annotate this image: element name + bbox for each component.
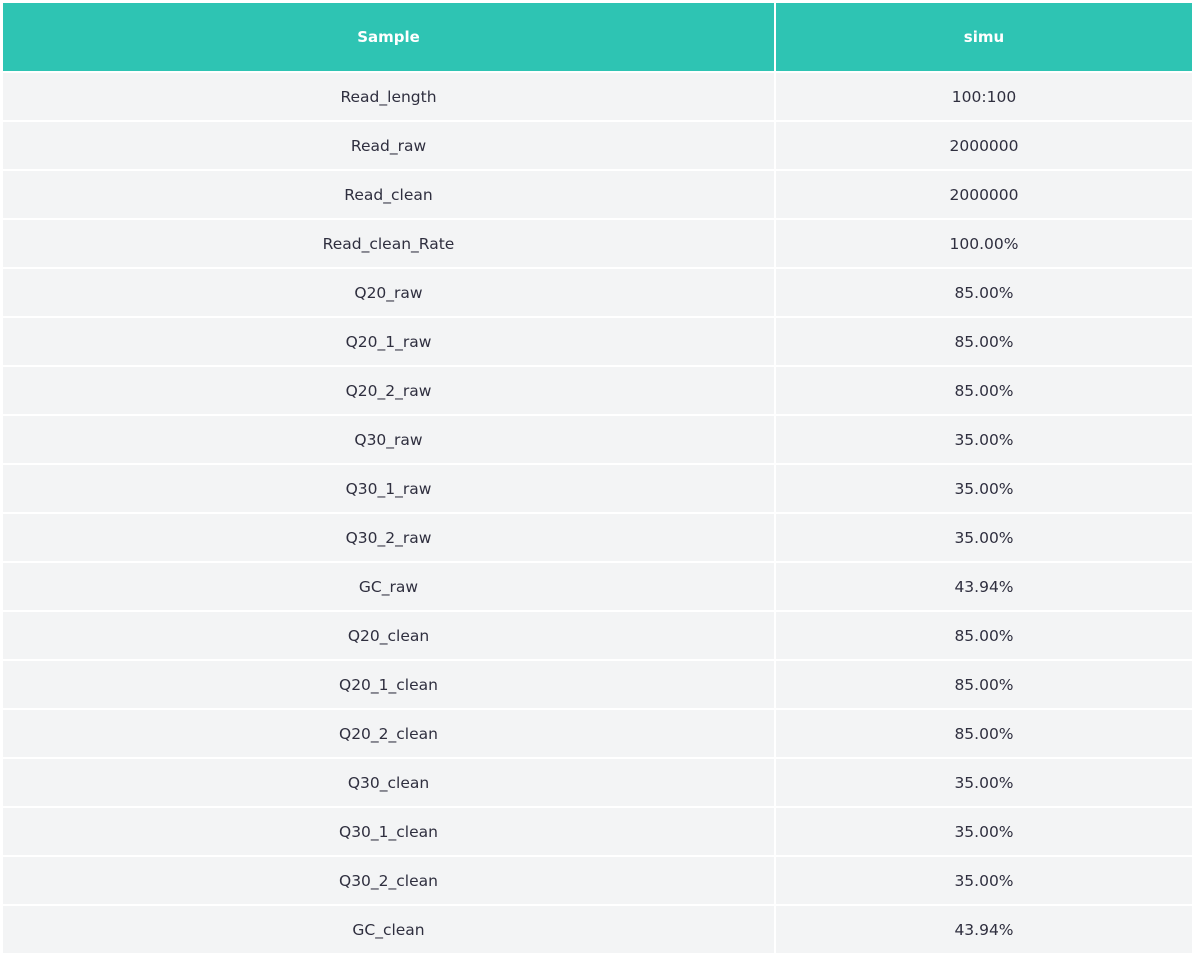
table-row: Q20_1_raw 85.00% <box>3 316 1192 366</box>
table-row: Read_raw 2000000 <box>3 120 1192 170</box>
column-header-simu[interactable]: simu <box>775 3 1192 72</box>
metric-value-cell: 43.94% <box>775 561 1192 611</box>
metric-value-cell: 100.00% <box>775 218 1192 268</box>
metric-name-cell: Q20_raw <box>3 267 776 317</box>
metric-name-cell: Read_clean <box>3 169 776 219</box>
metric-value-cell: 2000000 <box>775 169 1192 219</box>
table-row: GC_clean 43.94% <box>3 904 1192 953</box>
metric-name-cell: GC_clean <box>3 904 776 953</box>
table-row: GC_raw 43.94% <box>3 561 1192 611</box>
metric-value-cell: 85.00% <box>775 610 1192 660</box>
table-header: Sample simu <box>3 3 1192 72</box>
table-row: Q30_1_clean 35.00% <box>3 806 1192 856</box>
metric-name-cell: Q20_2_raw <box>3 365 776 415</box>
metric-name-cell: Read_length <box>3 71 776 121</box>
metric-value-cell: 85.00% <box>775 659 1192 709</box>
metric-value-cell: 85.00% <box>775 316 1192 366</box>
metric-value-cell: 35.00% <box>775 855 1192 905</box>
metric-name-cell: Q30_2_clean <box>3 855 776 905</box>
table-row: Q20_raw 85.00% <box>3 267 1192 317</box>
metric-name-cell: Read_clean_Rate <box>3 218 776 268</box>
stats-table-container: Sample simu Read_length 100:100 Read_raw 20… <box>3 3 1192 953</box>
table-row: Read_clean 2000000 <box>3 169 1192 219</box>
sample-stats-table: Sample simu Read_length 100:100 Read_raw 20… <box>3 3 1192 953</box>
table-row: Q30_2_raw 35.00% <box>3 512 1192 562</box>
metric-value-cell: 35.00% <box>775 463 1192 513</box>
metric-name-cell: Q30_2_raw <box>3 512 776 562</box>
metric-name-cell: Q20_1_raw <box>3 316 776 366</box>
table-row: Read_clean_Rate 100.00% <box>3 218 1192 268</box>
metric-value-cell: 100:100 <box>775 71 1192 121</box>
metric-value-cell: 35.00% <box>775 806 1192 856</box>
table-row: Q20_2_clean 85.00% <box>3 708 1192 758</box>
metric-name-cell: Q20_2_clean <box>3 708 776 758</box>
table-row: Q20_clean 85.00% <box>3 610 1192 660</box>
table-row: Read_length 100:100 <box>3 71 1192 121</box>
header-row: Sample simu <box>3 3 1192 72</box>
metric-value-cell: 85.00% <box>775 708 1192 758</box>
column-header-sample[interactable]: Sample <box>3 3 776 72</box>
table-row: Q30_clean 35.00% <box>3 757 1192 807</box>
table-row: Q30_2_clean 35.00% <box>3 855 1192 905</box>
metric-value-cell: 35.00% <box>775 512 1192 562</box>
metric-name-cell: Q20_1_clean <box>3 659 776 709</box>
metric-value-cell: 35.00% <box>775 757 1192 807</box>
metric-name-cell: Q20_clean <box>3 610 776 660</box>
table-row: Q20_2_raw 85.00% <box>3 365 1192 415</box>
metric-value-cell: 43.94% <box>775 904 1192 953</box>
metric-name-cell: GC_raw <box>3 561 776 611</box>
metric-value-cell: 85.00% <box>775 365 1192 415</box>
table-row: Q20_1_clean 85.00% <box>3 659 1192 709</box>
metric-value-cell: 85.00% <box>775 267 1192 317</box>
table-row: Q30_raw 35.00% <box>3 414 1192 464</box>
metric-value-cell: 35.00% <box>775 414 1192 464</box>
table-body: Read_length 100:100 Read_raw 2000000 Read_cl… <box>3 71 1192 953</box>
metric-value-cell: 2000000 <box>775 120 1192 170</box>
metric-name-cell: Read_raw <box>3 120 776 170</box>
metric-name-cell: Q30_clean <box>3 757 776 807</box>
metric-name-cell: Q30_1_clean <box>3 806 776 856</box>
table-row: Q30_1_raw 35.00% <box>3 463 1192 513</box>
metric-name-cell: Q30_raw <box>3 414 776 464</box>
metric-name-cell: Q30_1_raw <box>3 463 776 513</box>
